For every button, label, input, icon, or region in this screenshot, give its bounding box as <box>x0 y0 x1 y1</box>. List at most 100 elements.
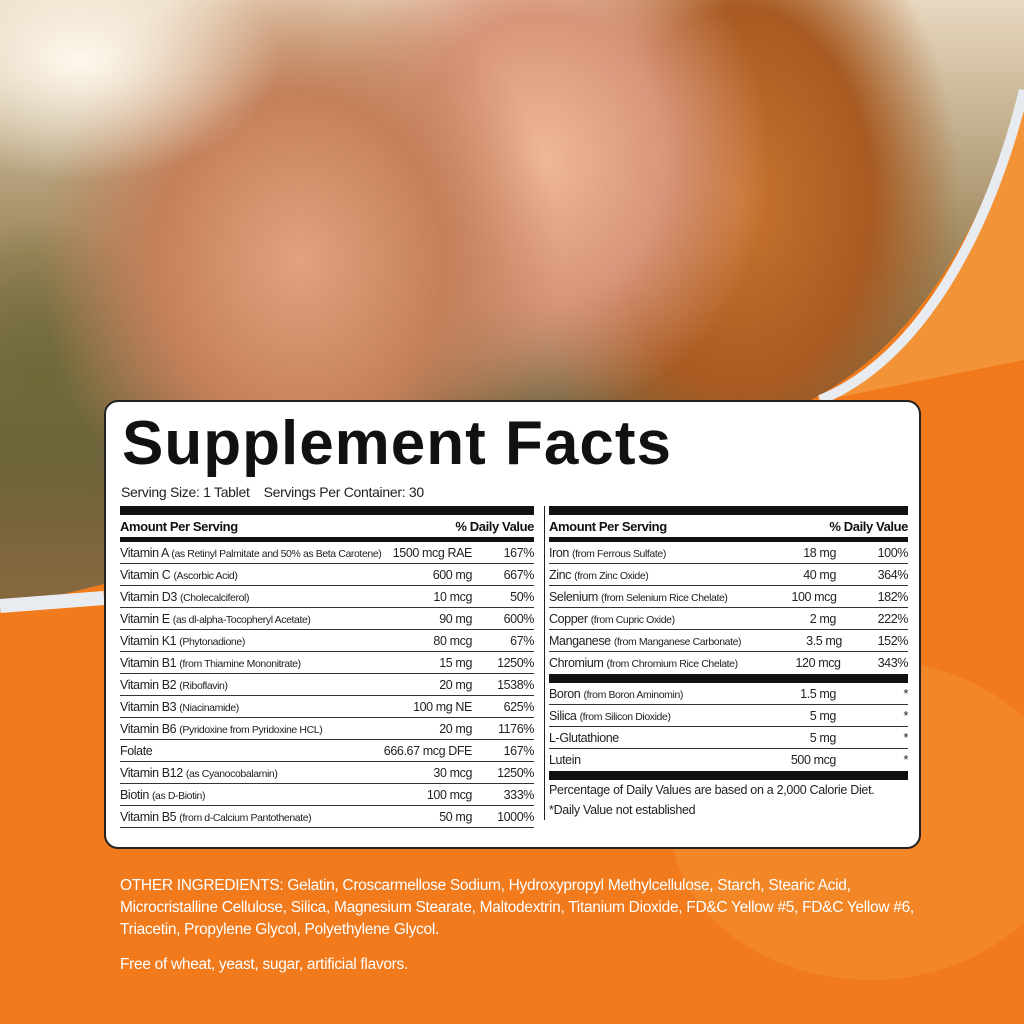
nutrient-row: Folate 666.67 mcg DFE 167% <box>120 740 534 762</box>
nutrient-label: Iron <box>549 545 569 560</box>
nutrient-row: Vitamin B2 (Riboflavin) 20 mg 1538% <box>120 674 534 696</box>
nutrient-source: (from Cupric Oxide) <box>590 613 675 626</box>
nutrient-row: Manganese (from Manganese Carbonate) 3.5 … <box>549 630 908 652</box>
nutrient-dv: 343% <box>877 656 909 670</box>
nutrient-dv: 67% <box>510 633 534 648</box>
amount-header: Amount Per Serving <box>120 518 238 534</box>
nutrient-row: Lutein 500 mcg * <box>549 749 908 771</box>
nutrient-name: Selenium (from Selenium Rice Chelate) <box>549 590 728 604</box>
nutrient-source: (as D-Biotin) <box>151 789 206 802</box>
nutrient-name: Lutein <box>549 753 726 767</box>
nutrient-label: Lutein <box>549 753 581 767</box>
nutrient-row: Chromium (from Chromium Rice Chelate) 120… <box>549 652 908 674</box>
nutrient-name: Vitamin B5 (from d-Calcium Pantothenate) <box>120 810 382 824</box>
supplement-facts-panel: Supplement Facts Serving Size: 1 Tablet S… <box>104 400 921 849</box>
nutrient-amount: 500 mcg <box>790 753 837 767</box>
nutrient-amount: 120 mcg <box>795 656 841 670</box>
nutrient-row: Selenium (from Selenium Rice Chelate) 100… <box>549 586 908 608</box>
nutrient-dv: 167% <box>503 743 535 758</box>
nutrient-row: Vitamin E (as dl-alpha-Tocopheryl Acetat… <box>120 608 534 630</box>
nutrient-row: L-Glutathione 5 mg * <box>549 727 908 749</box>
nutrient-source: (Niacinamide) <box>179 701 239 714</box>
footnote-dv: Percentage of Daily Values are based on … <box>549 783 875 797</box>
nutrient-label: Vitamin B12 <box>120 765 183 780</box>
nutrient-name: L-Glutathione <box>549 731 726 745</box>
nutrient-label: Vitamin E <box>120 611 170 626</box>
nutrient-source: (from d-Calcium Pantothenate) <box>179 811 312 824</box>
nutrient-source: (from Chromium Rice Chelate) <box>606 658 739 670</box>
nutrient-source: (Pyridoxine from Pyridoxine HCL) <box>179 723 323 736</box>
footnote-not-established: *Daily Value not established <box>549 803 696 817</box>
nutrient-name: Vitamin E (as dl-alpha-Tocopheryl Acetat… <box>120 612 382 626</box>
nutrient-amount: 90 mg <box>439 611 472 626</box>
nutrient-row: Silica (from Silicon Dioxide) 5 mg * <box>549 705 908 727</box>
nutrient-name: Vitamin B1 (from Thiamine Mononitrate) <box>120 656 382 670</box>
nutrient-name: Iron (from Ferrous Sulfate) <box>549 546 726 560</box>
nutrient-dv: 1538% <box>497 677 534 692</box>
nutrient-source: (from Zinc Oxide) <box>574 569 649 582</box>
nutrient-source: (as dl-alpha-Tocopheryl Acetate) <box>172 613 311 626</box>
divider-bar <box>549 537 908 542</box>
column-header: Amount Per Serving % Daily Value <box>549 515 908 537</box>
nutrient-row: Vitamin A (as Retinyl Palmitate and 50% … <box>120 542 534 564</box>
servings-per-container: Servings Per Container: 30 <box>263 484 425 500</box>
nutrient-name: Copper (from Cupric Oxide) <box>549 612 726 626</box>
nutrient-dv: * <box>903 730 909 745</box>
nutrient-name: Zinc (from Zinc Oxide) <box>549 568 726 582</box>
nutrient-row: Biotin (as D-Biotin) 100 mcg 333% <box>120 784 534 806</box>
nutrient-dv: 152% <box>877 633 909 648</box>
nutrient-dv: 167% <box>503 545 535 560</box>
divider-bar <box>549 506 908 515</box>
nutrient-amount: 2 mg <box>809 611 837 626</box>
nutrient-source: (as Cyanocobalamin) <box>185 767 278 780</box>
nutrient-amount: 40 mg <box>803 567 836 582</box>
nutrient-row: Vitamin B5 (from d-Calcium Pantothenate)… <box>120 806 534 828</box>
nutrient-name: Silica (from Silicon Dioxide) <box>549 709 726 723</box>
nutrient-amount: 5 mg <box>809 730 837 745</box>
dv-header: % Daily Value <box>455 518 534 534</box>
nutrient-name: Vitamin B6 (Pyridoxine from Pyridoxine H… <box>120 722 382 736</box>
nutrient-label: Vitamin B6 <box>120 721 177 736</box>
nutrient-amount: 1.5 mg <box>800 686 836 701</box>
nutrient-name: Vitamin C (Ascorbic Acid) <box>120 568 382 582</box>
nutrient-dv: 182% <box>877 589 909 604</box>
nutrient-amount: 100 mg NE <box>413 699 472 714</box>
nutrient-source: (Ascorbic Acid) <box>173 569 238 582</box>
nutrient-dv: 333% <box>503 787 535 802</box>
nutrient-label: Chromium <box>549 656 604 670</box>
nutrient-row: Vitamin C (Ascorbic Acid) 600 mg 667% <box>120 564 534 586</box>
nutrient-amount: 50 mg <box>439 809 472 824</box>
nutrient-row: Boron (from Boron Aminomin) 1.5 mg * <box>549 683 908 705</box>
nutrient-dv: 600% <box>503 611 535 626</box>
nutrient-amount: 666.67 mcg DFE <box>383 743 473 758</box>
nutrient-amount: 20 mg <box>439 677 472 692</box>
nutrient-label: Vitamin K1 <box>120 633 177 648</box>
nutrient-label: Vitamin B5 <box>120 809 177 824</box>
nutrient-row: Vitamin B12 (as Cyanocobalamin) 30 mcg 125… <box>120 762 534 784</box>
nutrient-label: Selenium <box>549 589 598 604</box>
nutrient-name: Biotin (as D-Biotin) <box>120 788 382 802</box>
nutrient-row: Vitamin K1 (Phytonadione) 80 mcg 67% <box>120 630 534 652</box>
nutrient-dv: 100% <box>877 545 909 560</box>
nutrient-amount: 100 mcg <box>426 787 473 802</box>
nutrient-name: Folate <box>120 744 382 758</box>
nutrient-source: (from Thiamine Mononitrate) <box>179 657 301 670</box>
nutrient-dv: 1000% <box>497 809 534 824</box>
nutrient-label: Biotin <box>120 787 149 802</box>
amount-header: Amount Per Serving <box>549 518 667 534</box>
nutrient-source: (as Retinyl Palmitate and 50% as Beta Ca… <box>171 547 382 560</box>
nutrient-source: (from Boron Aminomin) <box>583 688 683 701</box>
nutrient-name: Vitamin B2 (Riboflavin) <box>120 678 382 692</box>
nutrient-source: (Phytonadione) <box>179 635 245 648</box>
nutrient-name: Vitamin B3 (Niacinamide) <box>120 700 382 714</box>
divider-bar <box>120 537 534 542</box>
nutrient-name: Vitamin B12 (as Cyanocobalamin) <box>120 766 382 780</box>
nutrient-label: Vitamin B3 <box>120 699 177 714</box>
nutrient-amount: 10 mcg <box>433 589 472 604</box>
free-of-statement: Free of wheat, yeast, sugar, artificial … <box>120 956 408 973</box>
divider-bar <box>549 771 908 780</box>
nutrient-label: Folate <box>120 743 153 758</box>
serving-size: Serving Size: 1 Tablet <box>121 484 250 500</box>
nutrient-row: Vitamin B6 (Pyridoxine from Pyridoxine H… <box>120 718 534 740</box>
nutrient-row: Iron (from Ferrous Sulfate) 18 mg 100% <box>549 542 908 564</box>
